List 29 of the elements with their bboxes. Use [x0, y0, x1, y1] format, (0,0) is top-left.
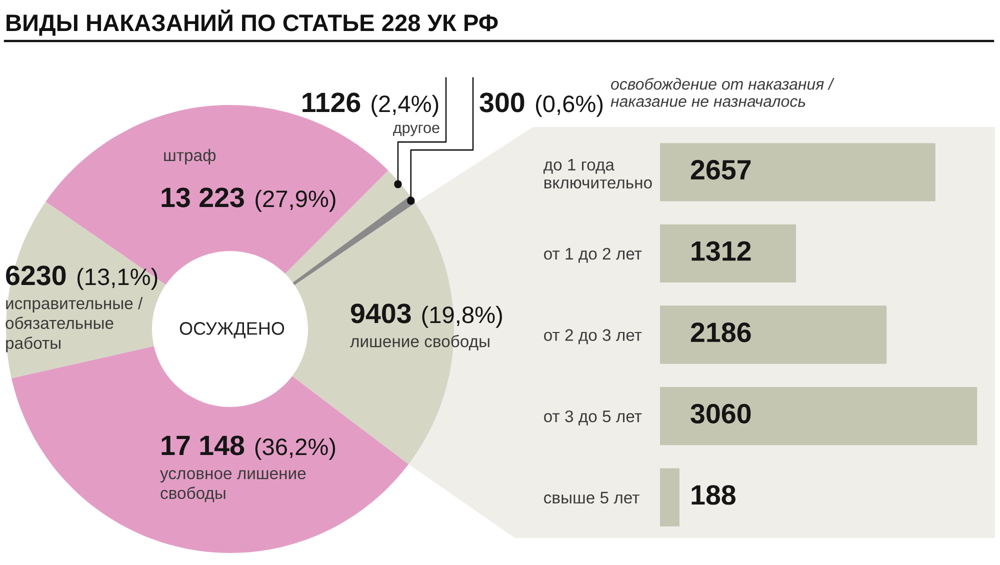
data-label: 13 223 (27,9%): [162, 188, 336, 212]
y-tick-label: от 3 до 5 лет: [544, 410, 642, 426]
data-label: 9403 (19,8%): [350, 304, 502, 328]
slice-label: условное лишение свободы: [160, 470, 306, 502]
y-tick-label: от 2 до 3 лет: [544, 329, 642, 344]
bar: [660, 224, 796, 283]
data-label: 1126 (2,4%): [302, 92, 438, 117]
data-label: 3060: [690, 404, 751, 424]
data-label: 188: [692, 485, 736, 505]
bar: [660, 306, 887, 364]
slice-label: другое: [393, 124, 440, 136]
bar: [660, 386, 978, 446]
slice-label: лишение свободы: [350, 334, 490, 350]
bar: [660, 143, 936, 202]
y-tick-label: от 1 до 2 лет: [544, 248, 642, 263]
data-label: 300 (0,6%): [480, 92, 603, 117]
data-label: 2657: [690, 160, 751, 180]
data-label: 2186: [690, 322, 751, 342]
slice-label: штраф: [164, 148, 216, 164]
y-tick-label: до 1 года включительно: [543, 158, 652, 189]
data-label: 6230 (13,1%): [6, 266, 158, 290]
bar: [660, 468, 680, 526]
data-label: 17 148 (36,2%): [162, 436, 336, 460]
y-tick-label: свыше 5 лет: [544, 492, 640, 504]
data-label: 1312: [692, 241, 751, 261]
text: ОСУЖДЕНО: [180, 322, 284, 338]
slice-label: освобождение от наказания / наказание не назначалось: [610, 78, 834, 107]
chart-title: ВИДЫ НАКАЗАНИЙ ПО СТАТЬЕ 228 УК РФ: [6, 10, 498, 36]
slice-label: исправительные / обязательные работы: [6, 297, 143, 352]
